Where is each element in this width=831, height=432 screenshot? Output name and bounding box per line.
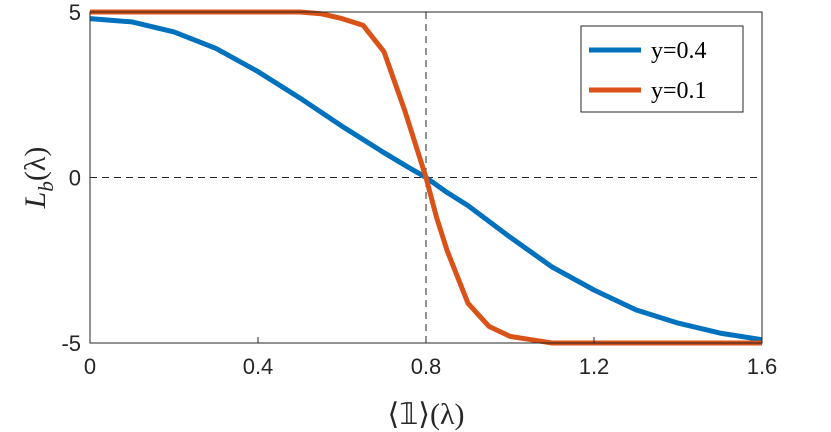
y-axis-title: Lb(λ) bbox=[19, 147, 58, 210]
x-tick-label: 0 bbox=[84, 354, 96, 379]
x-tick-label: 1.6 bbox=[747, 354, 778, 379]
series-line bbox=[90, 9, 762, 346]
x-axis-ticks: 0 0.4 0.8 1.2 1.6 bbox=[84, 337, 777, 379]
legend-label: y=0.4 bbox=[651, 38, 707, 64]
y-tick-label: -5 bbox=[61, 331, 81, 356]
x-tick-label: 1.2 bbox=[579, 354, 610, 379]
x-tick-label: 0.4 bbox=[243, 354, 274, 379]
x-tick-label: 0.8 bbox=[411, 354, 442, 379]
series-layer bbox=[89, 9, 763, 346]
legend-box bbox=[580, 25, 744, 113]
y-axis-title-sub: b bbox=[34, 181, 58, 192]
y-axis-title-main: L bbox=[19, 192, 52, 210]
y-axis-ticks: -5 0 5 bbox=[61, 0, 96, 356]
y-tick-label: 0 bbox=[69, 166, 81, 191]
svg-text:Lb(λ): Lb(λ) bbox=[19, 147, 58, 210]
legend-label: y=0.1 bbox=[651, 78, 707, 104]
x-axis-title: ⟨𝟙⟩(λ) bbox=[387, 398, 464, 431]
legend: y=0.4 y=0.1 bbox=[580, 25, 744, 113]
y-tick-label: 5 bbox=[69, 0, 81, 25]
y-axis-title-arg: (λ) bbox=[19, 147, 52, 182]
